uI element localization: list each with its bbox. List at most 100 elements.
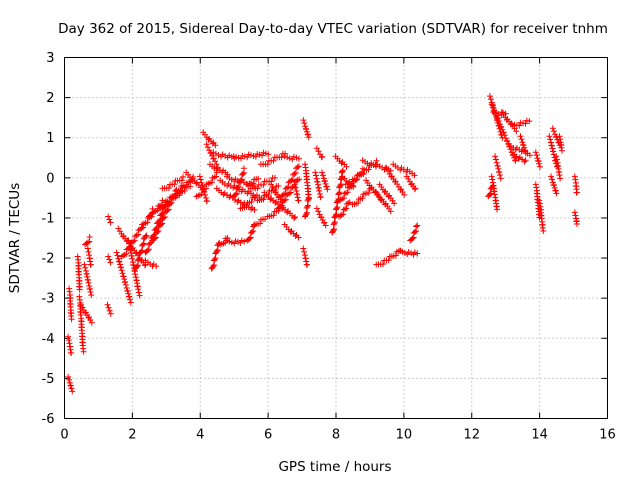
data-point (338, 211, 345, 218)
data-point (526, 152, 533, 159)
data-point (168, 199, 175, 206)
data-point (238, 155, 245, 162)
data-point (78, 301, 85, 308)
data-point (538, 212, 545, 219)
data-point (391, 200, 398, 207)
data-point (82, 309, 89, 316)
data-point (86, 285, 93, 292)
data-point (412, 185, 419, 192)
x-tick-label: 10 (396, 428, 413, 443)
data-point (315, 148, 322, 155)
data-point (500, 129, 507, 136)
plot-frame (64, 57, 608, 419)
data-point (522, 120, 529, 127)
data-point (501, 132, 508, 139)
data-point (138, 225, 145, 232)
y-tick-label: 3 (46, 51, 54, 66)
data-point (403, 173, 410, 180)
y-axis-label: SDTVAR / TECUs (7, 183, 23, 293)
data-point (323, 183, 330, 190)
data-point (244, 154, 251, 161)
data-point (125, 237, 132, 244)
data-point (532, 181, 539, 188)
data-point (281, 197, 288, 204)
data-point (573, 217, 580, 224)
data-point (135, 289, 142, 296)
data-point (573, 189, 580, 196)
data-point (293, 154, 300, 161)
data-point (284, 209, 291, 216)
data-point (165, 185, 172, 192)
chart-title: Day 362 of 2015, Sidereal Day-to-day VTE… (58, 21, 608, 37)
data-point (303, 258, 310, 265)
data-point (121, 251, 128, 258)
data-point (116, 258, 123, 265)
data-point (254, 185, 261, 192)
data-point (181, 187, 188, 194)
data-point (533, 184, 540, 191)
data-point (199, 182, 206, 189)
data-point (126, 296, 133, 303)
data-point (269, 184, 276, 191)
data-point (313, 205, 320, 212)
data-point (548, 139, 554, 146)
data-point (322, 222, 329, 229)
data-point (537, 206, 544, 213)
data-point (270, 212, 277, 219)
data-point (129, 255, 136, 262)
data-point (202, 195, 209, 202)
data-point (294, 194, 301, 201)
data-point (203, 197, 210, 204)
data-point (178, 177, 185, 184)
data-point (486, 93, 493, 100)
data-point (114, 252, 121, 259)
data-point (207, 149, 214, 156)
data-point (85, 314, 92, 321)
data-point (494, 206, 501, 213)
data-point (489, 104, 496, 111)
data-point (518, 136, 525, 143)
data-point (536, 163, 543, 170)
data-point (497, 175, 504, 182)
data-point (136, 292, 143, 299)
data-point (343, 163, 350, 170)
data-point (88, 292, 95, 299)
data-point (128, 252, 135, 259)
data-point (496, 172, 503, 179)
x-tick-label: 6 (264, 428, 272, 443)
data-point (284, 184, 291, 191)
data-point (318, 169, 325, 176)
data-point (76, 286, 83, 293)
data-point (557, 136, 564, 143)
data-point (502, 135, 509, 142)
data-point (125, 290, 132, 297)
data-point (211, 256, 218, 263)
data-point (87, 288, 94, 295)
data-point (321, 219, 328, 226)
data-point (301, 248, 308, 255)
data-point (134, 283, 141, 290)
data-point (353, 175, 360, 182)
data-point (516, 122, 523, 129)
data-point (550, 181, 557, 188)
data-point (487, 96, 494, 103)
data-point (290, 153, 297, 160)
data-point (252, 153, 259, 160)
x-tick-label: 4 (196, 428, 204, 443)
data-point (549, 179, 556, 186)
data-point (303, 176, 310, 183)
data-point (315, 208, 322, 215)
data-point (494, 162, 501, 169)
data-point (553, 156, 560, 163)
data-point (65, 337, 72, 344)
data-point (533, 152, 540, 159)
data-point (149, 205, 156, 212)
data-point (557, 175, 564, 182)
data-point (210, 149, 217, 156)
data-point (243, 203, 250, 210)
data-point (379, 261, 386, 268)
data-point (81, 261, 88, 268)
data-point (294, 164, 301, 171)
data-point (127, 246, 134, 253)
